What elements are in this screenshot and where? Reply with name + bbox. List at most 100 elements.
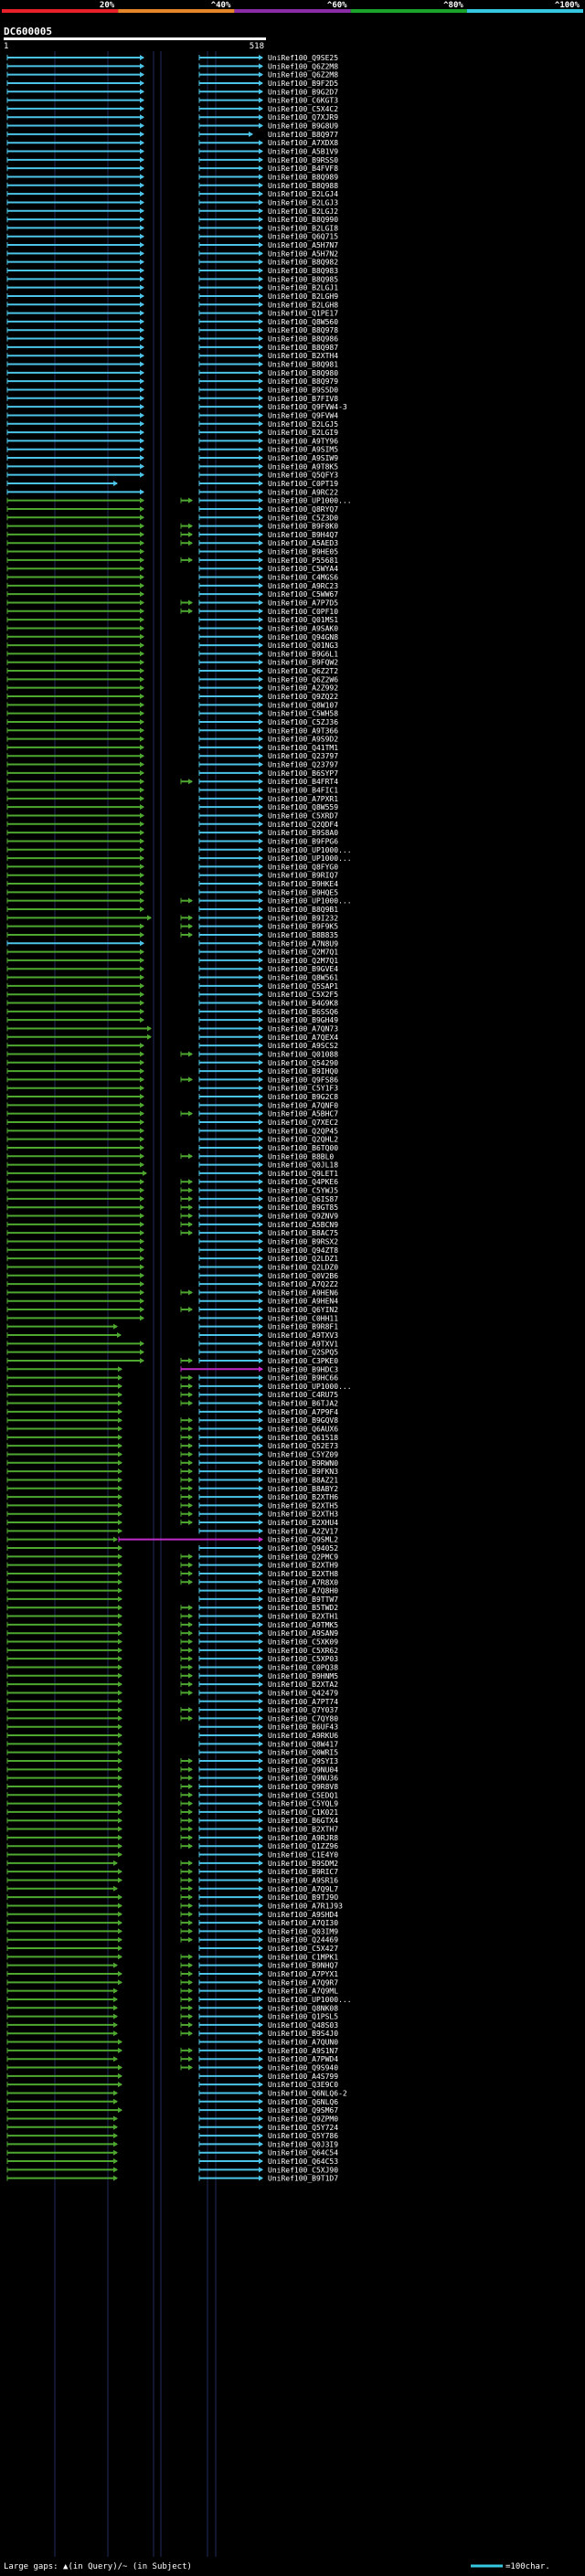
- hit-label[interactable]: UniRef100_A7QI30: [268, 1919, 338, 1927]
- hit-label[interactable]: UniRef100_A9SIW9: [268, 454, 338, 462]
- hit-label[interactable]: UniRef100_C5YQL9: [268, 1800, 338, 1808]
- hit-label[interactable]: UniRef100_A9SIM5: [268, 446, 338, 454]
- hit-label[interactable]: UniRef100_Q2LDZ1: [268, 1255, 338, 1263]
- hit-label[interactable]: UniRef100_Q8W559: [268, 803, 338, 811]
- hit-label[interactable]: UniRef100_C5Z3D0: [268, 514, 338, 522]
- hit-label[interactable]: UniRef100_Q01088: [268, 1050, 338, 1058]
- hit-label[interactable]: UniRef100_A9S1N7: [268, 2047, 338, 2055]
- hit-label[interactable]: UniRef100_B2LGJ5: [268, 420, 338, 429]
- hit-label[interactable]: UniRef100_Q2PMC9: [268, 1553, 338, 1561]
- hit-label[interactable]: UniRef100_A7PWD4: [268, 2055, 338, 2063]
- hit-label[interactable]: UniRef100_A9TMK5: [268, 1621, 338, 1629]
- hit-label[interactable]: UniRef100_Q8RYQ7: [268, 505, 338, 514]
- hit-label[interactable]: UniRef100_Q9ZPM0: [268, 2115, 338, 2123]
- hit-label[interactable]: UniRef100_B2LGI9: [268, 429, 338, 437]
- hit-label[interactable]: UniRef100_B2LGJ2: [268, 207, 338, 216]
- hit-label[interactable]: UniRef100_B9FPG6: [268, 837, 338, 845]
- hit-label[interactable]: UniRef100_B9HC66: [268, 1374, 338, 1383]
- hit-label[interactable]: UniRef100_Q94GN8: [268, 633, 338, 641]
- hit-label[interactable]: UniRef100_B9GT85: [268, 1203, 338, 1212]
- hit-label[interactable]: UniRef100_B6TQ00: [268, 1144, 338, 1152]
- hit-label[interactable]: UniRef100_Q61518: [268, 1434, 338, 1442]
- hit-label[interactable]: UniRef100_C5YZ09: [268, 1450, 338, 1458]
- hit-label[interactable]: UniRef100_C0PF10: [268, 608, 338, 616]
- hit-label[interactable]: UniRef100_B9H4Q7: [268, 531, 338, 539]
- hit-label[interactable]: UniRef100_A7Q9ML: [268, 1988, 338, 1996]
- hit-label[interactable]: UniRef100_A5AED3: [268, 539, 338, 547]
- hit-label[interactable]: UniRef100_Q7XEC2: [268, 1118, 338, 1127]
- hit-label[interactable]: UniRef100_C1K021: [268, 1808, 338, 1817]
- hit-label[interactable]: UniRef100_A9TXV3: [268, 1331, 338, 1340]
- hit-label[interactable]: UniRef100_Q2QHL2: [268, 1136, 338, 1144]
- hit-label[interactable]: UniRef100_B8ABY2: [268, 1485, 338, 1493]
- hit-label[interactable]: UniRef100_B9G6L1: [268, 650, 338, 658]
- hit-label[interactable]: UniRef100_B4G9K8: [268, 1000, 338, 1008]
- hit-label[interactable]: UniRef100_A9SHD4: [268, 1911, 338, 1919]
- hit-label[interactable]: UniRef100_B9F9K5: [268, 923, 338, 931]
- hit-label[interactable]: UniRef100_UP1000...: [268, 846, 352, 854]
- hit-label[interactable]: UniRef100_C5X4C2: [268, 105, 338, 113]
- hit-label[interactable]: UniRef100_Q9R8V8: [268, 1783, 338, 1791]
- hit-label[interactable]: UniRef100_B9GQV8: [268, 1416, 338, 1425]
- hit-label[interactable]: UniRef100_Q6Z2T2: [268, 667, 338, 675]
- hit-label[interactable]: UniRef100_B2LGJ1: [268, 284, 338, 292]
- hit-label[interactable]: UniRef100_C5WH58: [268, 710, 338, 718]
- hit-label[interactable]: UniRef100_UP1000...: [268, 1996, 352, 2004]
- hit-label[interactable]: UniRef100_A5B1V9: [268, 148, 338, 156]
- hit-label[interactable]: UniRef100_C0PT19: [268, 480, 338, 488]
- hit-label[interactable]: UniRef100_B9SDM2: [268, 1860, 338, 1868]
- hit-label[interactable]: UniRef100_B2XTA2: [268, 1680, 338, 1689]
- hit-label[interactable]: UniRef100_A9SAK0: [268, 624, 338, 632]
- hit-label[interactable]: UniRef100_A7R1J93: [268, 1902, 343, 1910]
- hit-label[interactable]: UniRef100_Q2SPQ5: [268, 1349, 338, 1357]
- hit-label[interactable]: UniRef100_B2XTH6: [268, 1493, 338, 1501]
- hit-label[interactable]: UniRef100_A9RJR8: [268, 1834, 338, 1842]
- hit-label[interactable]: UniRef100_C0PQ38: [268, 1663, 338, 1671]
- hit-label[interactable]: UniRef100_B9F8K0: [268, 523, 338, 531]
- hit-label[interactable]: UniRef100_B9S4J0: [268, 2030, 338, 2038]
- hit-label[interactable]: UniRef100_Q5Y724: [268, 2124, 338, 2132]
- hit-label[interactable]: UniRef100_A7Q9L7: [268, 1885, 338, 1893]
- hit-label[interactable]: UniRef100_C4RU75: [268, 1391, 338, 1399]
- hit-label[interactable]: UniRef100_Q5QFY3: [268, 472, 338, 480]
- hit-label[interactable]: UniRef100_A7QEX4: [268, 1034, 338, 1042]
- hit-label[interactable]: UniRef100_UP1000...: [268, 497, 352, 505]
- hit-label[interactable]: UniRef100_A7N8U9: [268, 939, 338, 948]
- hit-label[interactable]: UniRef100_A7PYX1: [268, 1970, 338, 1978]
- hit-label[interactable]: UniRef100_A9SR16: [268, 1876, 338, 1884]
- hit-label[interactable]: UniRef100_Q6NLQ6-2: [268, 2089, 347, 2097]
- hit-label[interactable]: UniRef100_A9HEN6: [268, 1288, 338, 1297]
- hit-label[interactable]: UniRef100_B4FIC1: [268, 787, 338, 795]
- hit-label[interactable]: UniRef100_Q0V2B6: [268, 1272, 338, 1280]
- hit-label[interactable]: UniRef100_Q0J3I9: [268, 2140, 338, 2148]
- hit-label[interactable]: UniRef100_B6SSQ6: [268, 1008, 338, 1016]
- hit-label[interactable]: UniRef100_C7QY80: [268, 1714, 338, 1723]
- hit-label[interactable]: UniRef100_C5XRD7: [268, 811, 338, 820]
- hit-label[interactable]: UniRef100_Q8W561: [268, 974, 338, 982]
- hit-label[interactable]: UniRef100_A7P9F4: [268, 1408, 338, 1416]
- hit-label[interactable]: UniRef100_B8Q9B1: [268, 906, 338, 914]
- hit-label[interactable]: UniRef100_A5H7N7: [268, 241, 338, 249]
- hit-label[interactable]: UniRef100_A9TXV1: [268, 1340, 338, 1348]
- hit-label[interactable]: UniRef100_B9T1D7: [268, 2175, 338, 2183]
- hit-label[interactable]: UniRef100_Q1PSL5: [268, 2013, 338, 2021]
- hit-label[interactable]: UniRef100_Q9FS86: [268, 1076, 338, 1084]
- hit-label[interactable]: UniRef100_C3PKE0: [268, 1357, 338, 1365]
- hit-label[interactable]: UniRef100_B9HNM5: [268, 1672, 338, 1680]
- hit-label[interactable]: UniRef100_B9G2C8: [268, 1093, 338, 1101]
- hit-label[interactable]: UniRef100_B9G2D7: [268, 88, 338, 96]
- hit-label[interactable]: UniRef100_B9FKN3: [268, 1468, 338, 1476]
- hit-label[interactable]: UniRef100_B8Q980: [268, 369, 338, 377]
- hit-label[interactable]: UniRef100_C5XR62: [268, 1647, 338, 1655]
- hit-label[interactable]: UniRef100_B2LGJ4: [268, 190, 338, 198]
- hit-label[interactable]: UniRef100_Q8W417: [268, 1740, 338, 1748]
- hit-label[interactable]: UniRef100_Q41TM1: [268, 744, 338, 752]
- hit-label[interactable]: UniRef100_Q6Z2M8: [268, 62, 338, 70]
- hit-label[interactable]: UniRef100_B9HKE4: [268, 880, 338, 888]
- hit-label[interactable]: UniRef100_Q8NK08: [268, 2004, 338, 2012]
- hit-label[interactable]: UniRef100_Q9S940: [268, 2064, 338, 2072]
- hit-label[interactable]: UniRef100_B8AZ21: [268, 1476, 338, 1484]
- hit-label[interactable]: UniRef100_Q54290: [268, 1059, 338, 1067]
- hit-label[interactable]: UniRef100_Q94052: [268, 1544, 338, 1553]
- hit-label[interactable]: UniRef100_A5H7N2: [268, 249, 338, 258]
